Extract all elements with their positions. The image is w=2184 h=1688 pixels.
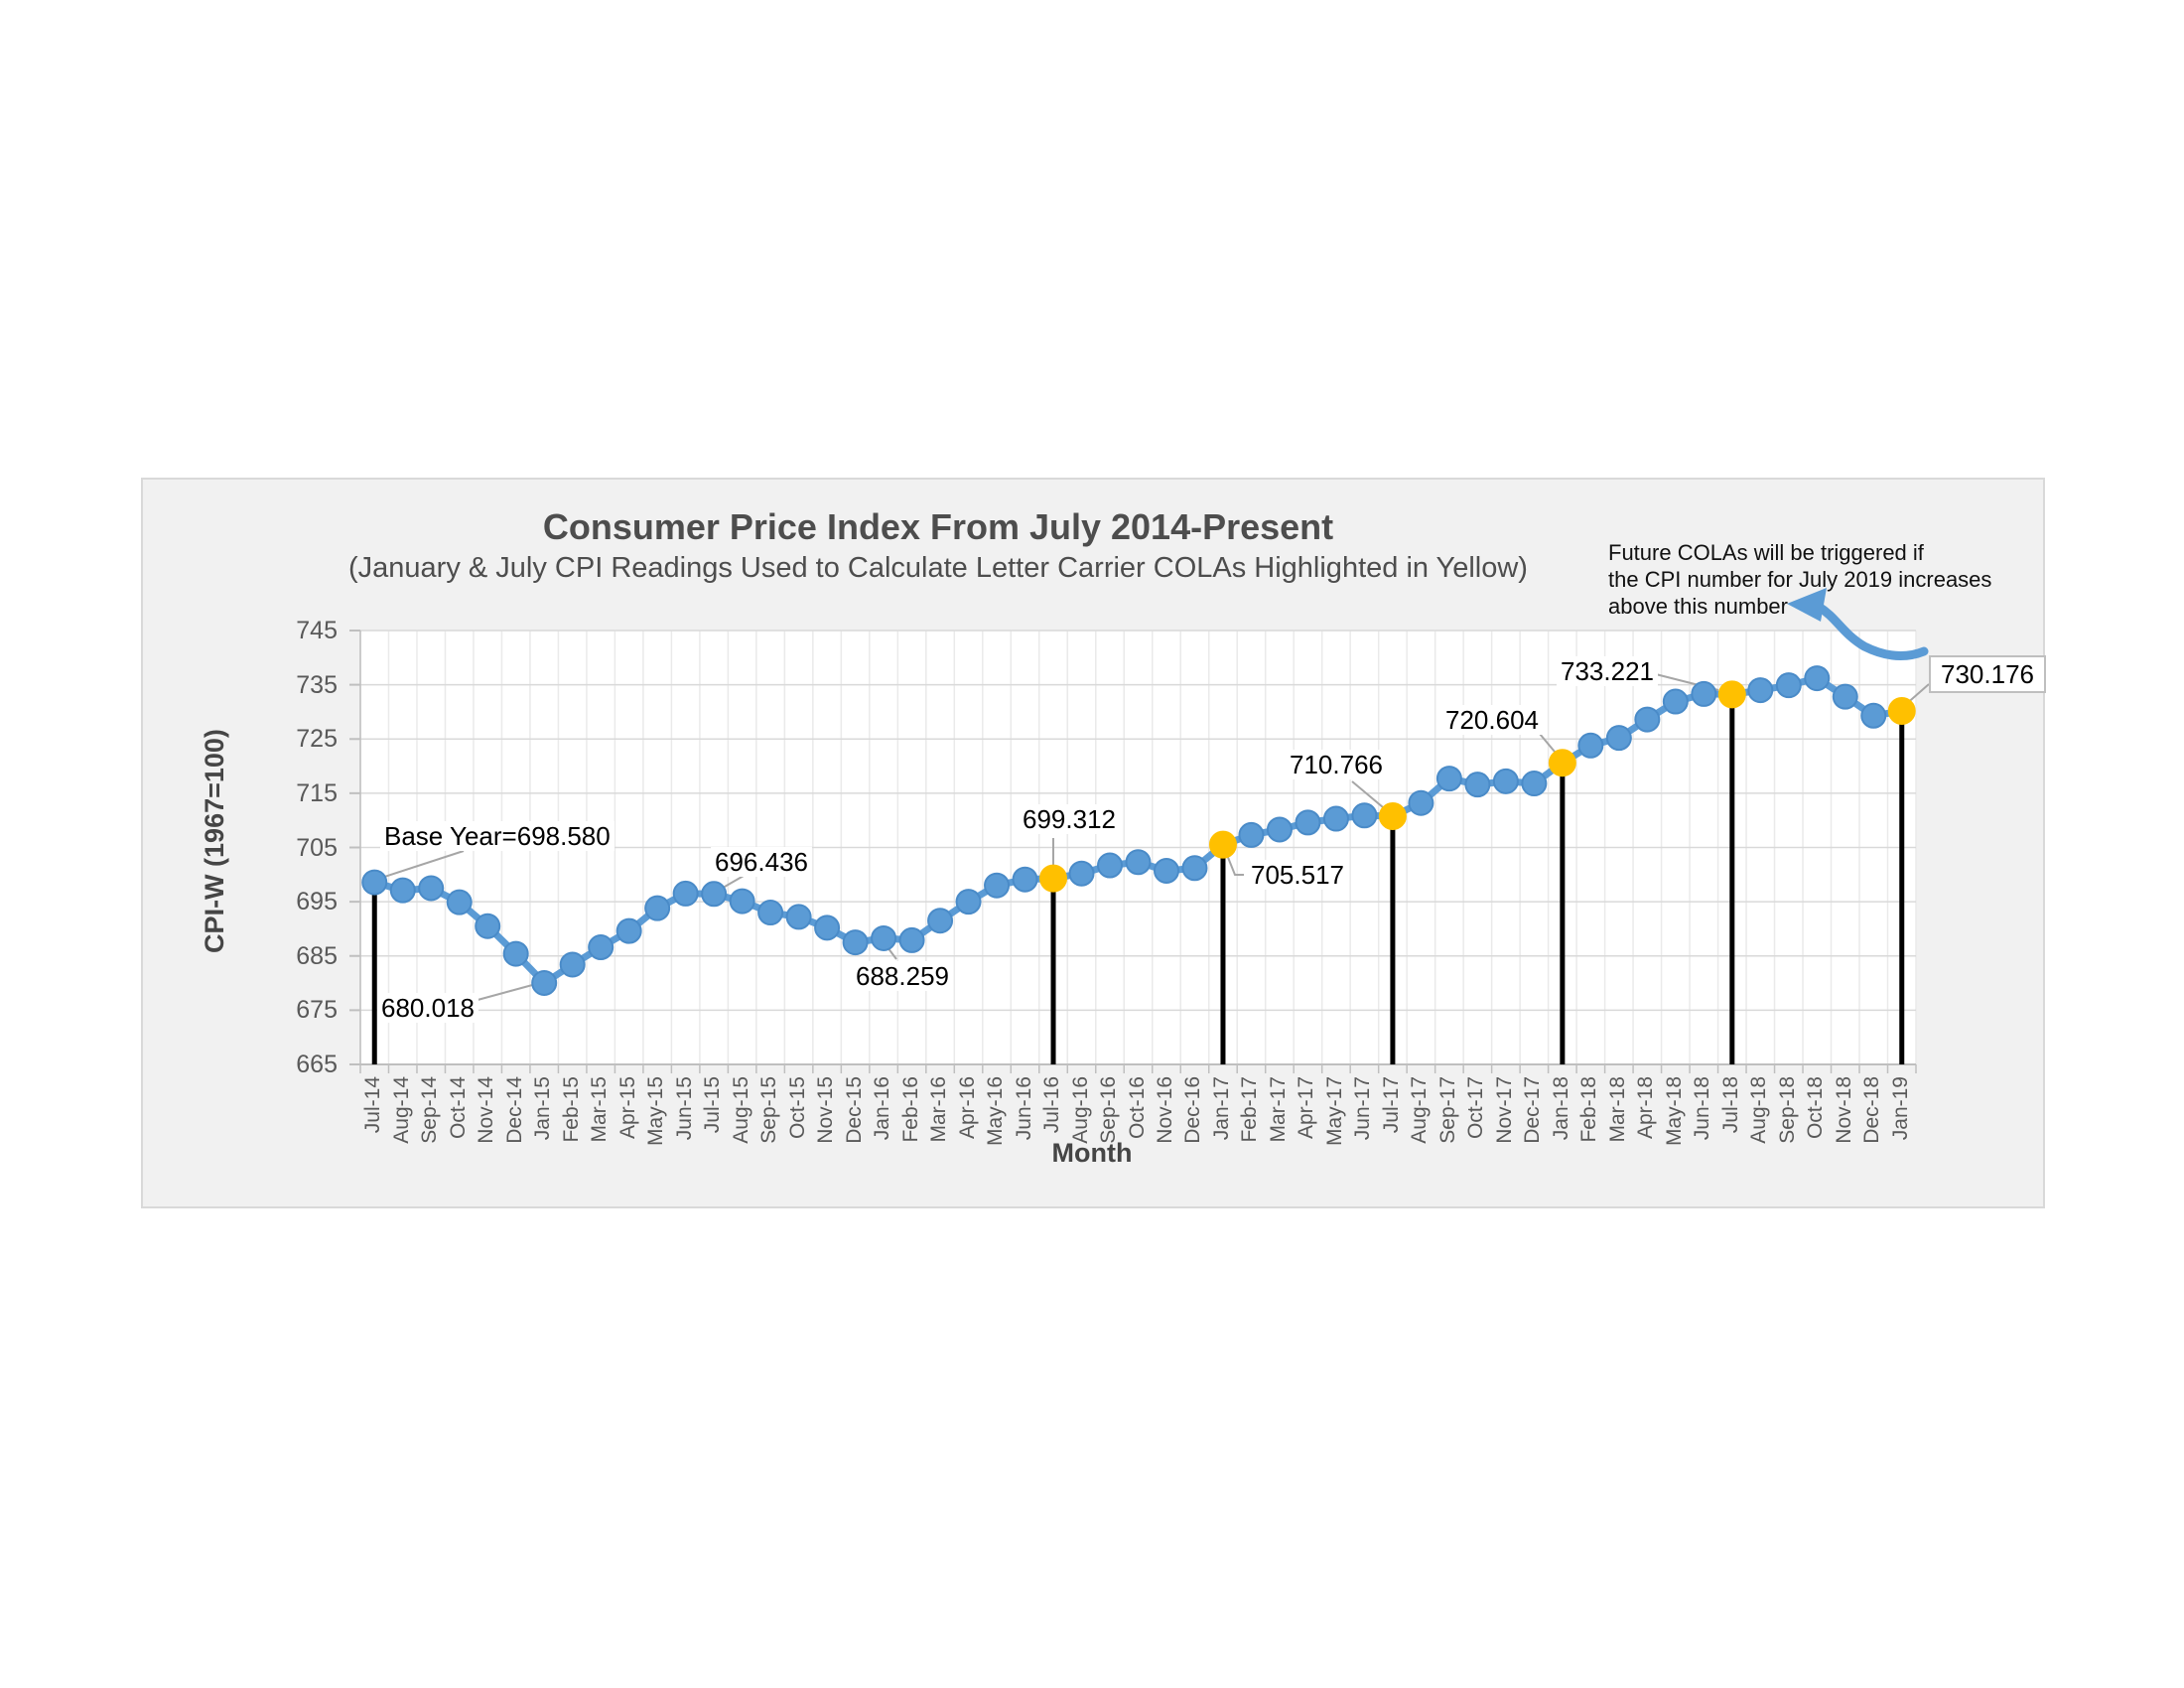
x-tick-label: Feb-15 [559,1076,583,1143]
x-tick-label: Sep-14 [418,1076,442,1144]
data-label-Jan-19: 730.176 [1929,655,2046,693]
y-tick-label: 705 [296,833,338,862]
x-tick-label: Jul-18 [1718,1076,1742,1134]
x-tick-label: Dec-18 [1860,1076,1884,1144]
future-cola-note: Future COLAs will be triggered if the CPI… [1608,539,1991,620]
data-label-Jul-16: 699.312 [1019,804,1120,834]
note-line: above this number [1608,594,1788,619]
data-label-Jan-18: 720.604 [1441,705,1543,735]
x-tick-label: Mar-18 [1605,1076,1629,1143]
x-tick-label: Jan-18 [1549,1076,1572,1141]
x-tick-label: Mar-16 [927,1076,951,1143]
x-tick-label: Apr-16 [955,1076,979,1140]
x-tick-label: Aug-16 [1068,1076,1092,1144]
x-tick-label: Jun-15 [672,1076,696,1141]
x-tick-label: May-18 [1662,1076,1686,1147]
note-line: Future COLAs will be triggered if [1608,540,1924,565]
chart-title: Consumer Price Index From July 2014-Pres… [542,506,1334,547]
y-tick-label: 735 [296,670,338,699]
data-label-Jul-15: 696.436 [711,847,812,877]
chart-subtitle: (January & July CPI Readings Used to Cal… [348,552,1528,584]
x-tick-label: Jan-16 [871,1076,894,1141]
x-tick-label: Mar-17 [1266,1076,1290,1143]
data-label-Jul-14: Base Year=698.580 [380,821,614,851]
x-tick-label: Jun-16 [1012,1076,1035,1141]
x-tick-label: Jul-17 [1379,1076,1403,1134]
x-tick-label: Nov-14 [475,1076,498,1144]
y-tick-label: 665 [296,1051,338,1078]
x-tick-label: Apr-17 [1295,1076,1318,1140]
x-tick-label: Dec-15 [842,1076,866,1144]
x-tick-label: Mar-15 [588,1076,612,1143]
data-label-Jul-17: 710.766 [1286,750,1387,779]
x-tick-label: Jul-14 [361,1076,385,1134]
x-tick-label: Dec-17 [1521,1076,1545,1144]
x-tick-label: Jun-17 [1351,1076,1375,1141]
x-tick-label: Jan-15 [531,1076,555,1141]
x-tick-label: Apr-15 [615,1076,639,1140]
y-tick-label: 715 [296,778,338,807]
data-label-Jan-17: 705.517 [1247,860,1348,890]
x-tick-label: Jul-16 [1040,1076,1064,1134]
y-tick-label: 745 [296,617,338,644]
x-tick-label: Nov-15 [814,1076,838,1144]
data-label-Jul-18: 733.221 [1557,656,1658,686]
x-tick-label: May-16 [984,1076,1008,1147]
x-axis-title: Month [1051,1138,1133,1168]
x-tick-label: Oct-18 [1804,1076,1828,1140]
x-tick-label: Oct-15 [785,1076,809,1140]
x-tick-label: Jan-17 [1209,1076,1233,1141]
x-tick-label: Sep-15 [757,1076,781,1144]
x-tick-label: Feb-17 [1238,1076,1262,1143]
data-label-Jan-16: 688.259 [852,961,953,991]
x-tick-label: Nov-18 [1832,1076,1855,1144]
x-tick-label: Jul-15 [701,1076,725,1134]
x-tick-label: Sep-16 [1097,1076,1120,1144]
x-tick-label: Oct-16 [1125,1076,1149,1140]
x-tick-label: Feb-18 [1577,1076,1601,1143]
x-tick-label: Aug-18 [1747,1076,1771,1144]
x-tick-label: Aug-17 [1408,1076,1432,1144]
x-tick-label: Oct-14 [446,1076,470,1140]
x-tick-label: Sep-17 [1435,1076,1459,1144]
x-tick-label: May-17 [1322,1076,1346,1147]
note-line: the CPI number for July 2019 increases [1608,567,1992,592]
x-tick-label: Oct-17 [1464,1076,1488,1140]
x-tick-label: Aug-15 [729,1076,752,1144]
data-label-Jan-15: 680.018 [377,993,478,1023]
y-tick-label: 725 [296,725,338,754]
x-tick-label: Feb-16 [898,1076,922,1143]
x-tick-label: Sep-18 [1775,1076,1799,1144]
x-tick-label: Aug-14 [389,1076,413,1144]
x-tick-label: Apr-18 [1634,1076,1658,1140]
y-axis-title: CPI-W (1967=100) [200,729,229,953]
x-tick-label: Jan-19 [1888,1076,1912,1141]
y-tick-label: 685 [296,941,338,970]
y-tick-label: 675 [296,996,338,1025]
x-tick-label: Dec-16 [1181,1076,1205,1144]
x-tick-label: Dec-14 [502,1076,526,1144]
x-tick-label: May-15 [644,1076,668,1147]
x-tick-label: Nov-17 [1492,1076,1516,1144]
y-tick-label: 695 [296,888,338,916]
x-tick-label: Jun-18 [1691,1076,1714,1141]
x-tick-label: Nov-16 [1153,1076,1176,1144]
